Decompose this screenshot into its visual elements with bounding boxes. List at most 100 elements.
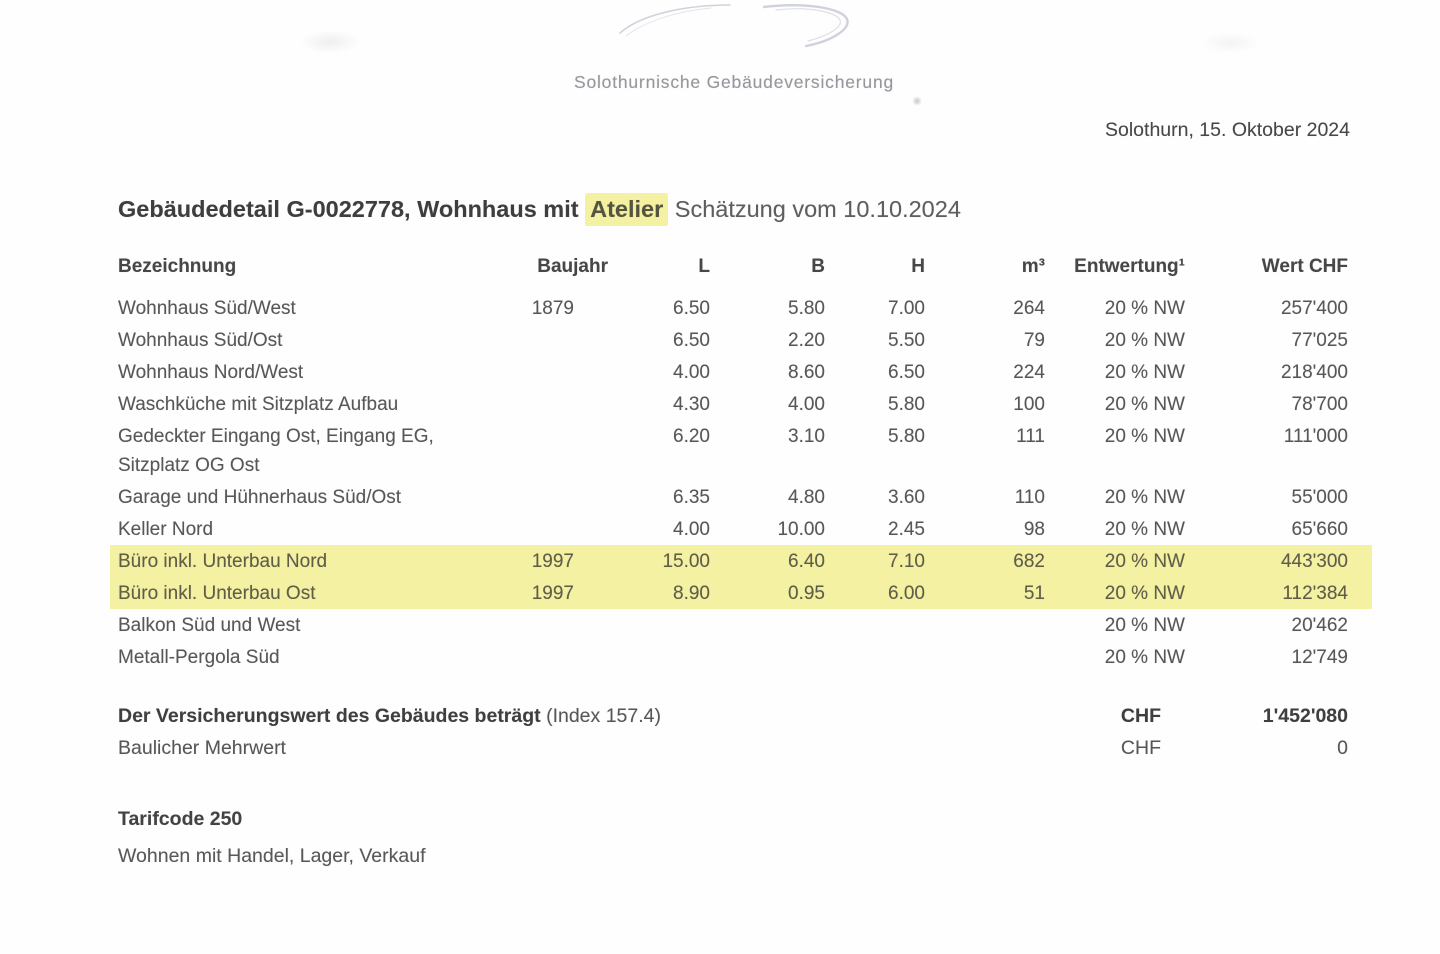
title-highlighted-word: Atelier: [585, 193, 669, 226]
cell-kubik: 224: [1013, 362, 1045, 383]
table-row: Metall-Pergola Süd 20 % NW 12'749: [110, 641, 1372, 673]
column-header-wert: Wert CHF: [1261, 256, 1348, 277]
added-value-row: Baulicher Mehrwert CHF 0: [110, 732, 1372, 764]
cell-entwertung: 20 % NW: [1104, 647, 1185, 668]
cell-breite: 8.60: [788, 362, 825, 383]
building-detail-table: Bezeichnung Baujahr L B H m³ Entwertung¹…: [110, 256, 1372, 673]
table-row: Gedeckter Eingang Ost, Eingang EG, Sitzp…: [110, 420, 1372, 481]
cell-wert: 443'300: [1185, 545, 1372, 577]
cell-breite: 4.00: [788, 394, 825, 415]
cell-baujahr: [518, 388, 608, 420]
insurance-value-row: Der Versicherungswert des Gebäudes beträ…: [110, 700, 1372, 732]
cell-wert: 12'749: [1291, 647, 1348, 668]
cell-entwertung: 20 % NW: [1104, 519, 1185, 540]
cell-breite: 5.80: [788, 298, 825, 319]
cell-entwertung: 20 % NW: [1104, 394, 1185, 415]
cell-bezeichnung: Büro inkl. Unterbau Ost: [110, 577, 518, 609]
cell-hoehe: 5.80: [888, 394, 925, 415]
scan-artifact: [300, 30, 360, 54]
scan-artifact: [1200, 32, 1260, 54]
cell-kubik: 110: [1014, 487, 1045, 508]
added-value-currency: CHF: [1120, 737, 1161, 759]
table-row-highlighted: Büro inkl. Unterbau Nord 1997 15.00 6.40…: [110, 545, 1372, 577]
cell-entwertung: 20 % NW: [1104, 487, 1185, 508]
cell-entwertung: 20 % NW: [1104, 330, 1185, 351]
added-value-label: Baulicher Mehrwert: [118, 737, 286, 759]
cell-entwertung: 20 % NW: [1104, 362, 1185, 383]
cell-breite: 6.40: [710, 545, 825, 577]
cell-wert: 55'000: [1291, 487, 1348, 508]
cell-entwertung: 20 % NW: [1104, 426, 1185, 447]
cell-baujahr: 1879: [531, 298, 574, 319]
cell-wert: 77'025: [1291, 330, 1348, 351]
cell-baujahr: [518, 609, 608, 641]
column-header-baujahr: Baujahr: [537, 256, 608, 277]
table-row: Wohnhaus Nord/West 4.00 8.60 6.50 224 20…: [110, 356, 1372, 388]
cell-hoehe: [825, 609, 925, 641]
cell-kubik: [925, 609, 1045, 641]
cell-kubik: [925, 641, 1045, 673]
cell-breite: 0.95: [710, 577, 825, 609]
cell-baujahr: [518, 324, 608, 356]
table-header-row: Bezeichnung Baujahr L B H m³ Entwertung¹…: [110, 256, 1372, 292]
cell-hoehe: 7.10: [825, 545, 925, 577]
column-header-hoehe: H: [911, 256, 925, 277]
cell-bezeichnung: Balkon Süd und West: [118, 615, 301, 636]
cell-hoehe: 6.50: [888, 362, 925, 383]
cell-laenge: 4.30: [673, 394, 710, 415]
scan-artifact: [912, 96, 922, 106]
cell-bezeichnung: Waschküche mit Sitzplatz Aufbau: [118, 394, 399, 415]
cell-breite: 4.80: [788, 487, 825, 508]
cell-kubik: 264: [1013, 298, 1045, 319]
table-row: Waschküche mit Sitzplatz Aufbau 4.30 4.0…: [110, 388, 1372, 420]
cell-entwertung: 20 % NW: [1104, 298, 1185, 319]
cell-kubik: 79: [1023, 330, 1045, 351]
cell-wert: 111'000: [1283, 426, 1348, 447]
added-value-amount: 0: [1337, 737, 1348, 759]
cell-entwertung: 20 % NW: [1045, 545, 1185, 577]
document-title: Gebäudedetail G-0022778, Wohnhaus mit At…: [118, 193, 961, 226]
cell-bezeichnung: Metall-Pergola Süd: [118, 647, 280, 668]
cell-laenge: [608, 641, 710, 673]
cell-baujahr: [518, 513, 608, 545]
cell-wert: 20'462: [1291, 615, 1348, 636]
cell-bezeichnung: Keller Nord: [118, 519, 214, 540]
column-header-entwertung: Entwertung¹: [1074, 256, 1185, 277]
cell-bezeichnung: Gedeckter Eingang Ost, Eingang EG, Sitzp…: [118, 426, 434, 476]
cell-kubik: 51: [925, 577, 1045, 609]
cell-wert: 112'384: [1185, 577, 1372, 609]
cell-wert: 257'400: [1280, 298, 1348, 319]
cell-baujahr: 1997: [518, 545, 608, 577]
table-row: Wohnhaus Süd/West 1879 6.50 5.80 7.00 26…: [110, 292, 1372, 324]
insurance-value-index-note: (Index 157.4): [546, 705, 661, 727]
column-header-kubik: m³: [1021, 256, 1045, 277]
place-and-date: Solothurn, 15. Oktober 2024: [1105, 119, 1350, 141]
cell-breite: [710, 641, 825, 673]
cell-baujahr: [518, 420, 608, 481]
cell-laenge: 4.00: [673, 362, 710, 383]
cell-hoehe: 3.60: [888, 487, 925, 508]
cell-wert: 218'400: [1280, 362, 1348, 383]
table-row: Wohnhaus Süd/Ost 6.50 2.20 5.50 79 20 % …: [110, 324, 1372, 356]
column-header-laenge: L: [698, 256, 710, 277]
cell-baujahr: 1997: [518, 577, 608, 609]
insurance-value-label-bold: Der Versicherungswert des Gebäudes beträ…: [118, 705, 541, 727]
cell-kubik: 682: [925, 545, 1045, 577]
cell-kubik: 100: [1013, 394, 1045, 415]
cell-hoehe: 7.00: [888, 298, 925, 319]
cell-kubik: 98: [1023, 519, 1045, 540]
cell-laenge: 4.00: [673, 519, 710, 540]
title-suffix: Schätzung vom 10.10.2024: [674, 196, 961, 222]
insurance-value-amount: 1'452'080: [1262, 705, 1348, 727]
cell-bezeichnung: Garage und Hühnerhaus Süd/Ost: [118, 487, 402, 508]
cell-bezeichnung: Wohnhaus Süd/West: [118, 298, 296, 319]
table-row: Garage und Hühnerhaus Süd/Ost 6.35 4.80 …: [110, 481, 1372, 513]
cell-laenge: 15.00: [608, 545, 710, 577]
organization-name: Solothurnische Gebäudeversicherung: [573, 72, 895, 92]
cell-wert: 78'700: [1291, 394, 1348, 415]
cell-laenge: 8.90: [608, 577, 710, 609]
table-row: Keller Nord 4.00 10.00 2.45 98 20 % NW 6…: [110, 513, 1372, 545]
cell-laenge: 6.50: [673, 298, 710, 319]
table-row-highlighted: Büro inkl. Unterbau Ost 1997 8.90 0.95 6…: [110, 577, 1372, 609]
